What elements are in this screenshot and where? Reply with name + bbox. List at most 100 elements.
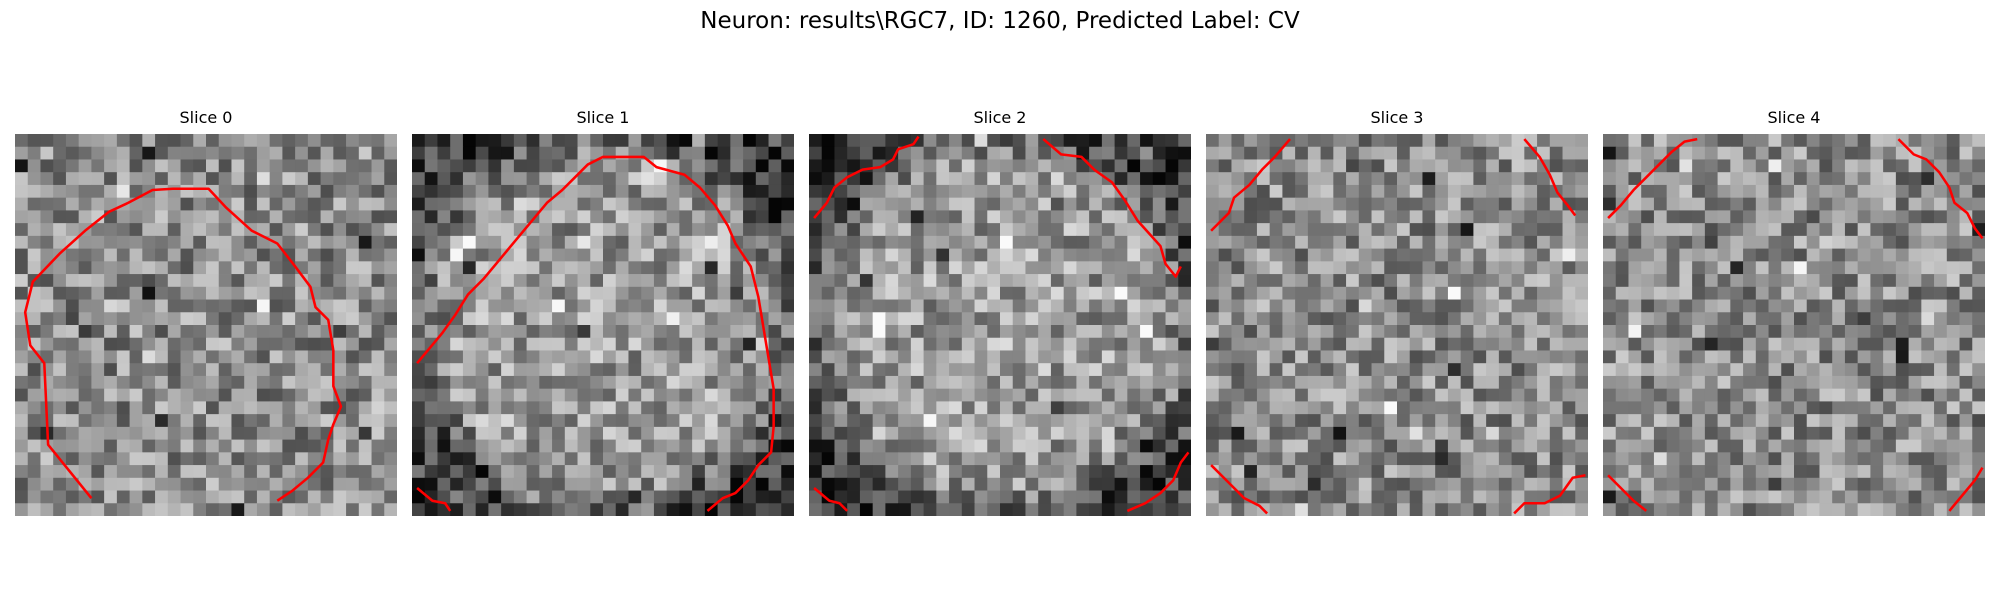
pixel	[1320, 503, 1334, 516]
pixel	[1934, 337, 1948, 351]
pixel	[577, 312, 591, 326]
pixel	[872, 261, 886, 275]
pixel	[412, 388, 426, 402]
pixel	[1256, 274, 1271, 288]
pixel	[809, 426, 823, 440]
pixel	[1895, 223, 1909, 237]
pixel	[167, 503, 181, 516]
pixel	[206, 223, 220, 237]
pixel	[437, 337, 451, 351]
pixel	[1844, 503, 1859, 516]
pixel	[974, 172, 988, 186]
pixel	[1244, 401, 1258, 415]
pixel	[910, 401, 924, 415]
contour-line	[416, 487, 452, 512]
pixel	[1165, 439, 1179, 453]
pixel	[1000, 452, 1014, 466]
pixel	[987, 465, 1001, 479]
pixel	[1178, 159, 1191, 173]
pixel	[1435, 159, 1449, 173]
pixel	[1038, 325, 1052, 339]
pixel	[1717, 299, 1731, 313]
pixel	[1486, 325, 1500, 339]
pixel	[847, 159, 861, 173]
pixel	[910, 465, 924, 479]
pixel	[142, 350, 156, 364]
pixel	[1641, 503, 1655, 516]
pixel	[641, 210, 655, 224]
pixel	[78, 337, 92, 351]
pixel	[129, 363, 143, 377]
pixel	[1256, 210, 1271, 224]
pixel	[1934, 134, 1948, 148]
pixel	[1844, 286, 1859, 300]
pixel	[1358, 286, 1372, 300]
pixel	[1409, 465, 1423, 479]
pixel	[1473, 299, 1487, 313]
pixel	[679, 490, 693, 504]
pixel	[1844, 261, 1859, 275]
pixel	[1946, 312, 1960, 326]
pixel	[1743, 465, 1757, 479]
pixel	[1781, 210, 1795, 224]
pixel	[1819, 184, 1833, 199]
pixel	[743, 325, 757, 339]
pixel	[1883, 286, 1897, 300]
pixel	[1895, 439, 1909, 453]
pixel	[1460, 274, 1474, 288]
pixel	[1358, 223, 1372, 237]
pixel	[577, 210, 591, 224]
pixel	[91, 210, 105, 224]
pixel	[949, 325, 963, 339]
pixel	[923, 439, 937, 453]
pixel	[1819, 375, 1833, 390]
pixel	[1524, 452, 1538, 466]
pixel	[821, 261, 835, 275]
pixel	[615, 184, 629, 199]
pixel	[1165, 210, 1179, 224]
pixel	[847, 465, 861, 479]
contour-line	[1607, 137, 1698, 219]
pixel	[1679, 465, 1693, 479]
pixel	[1012, 299, 1026, 313]
pixel	[1358, 439, 1372, 453]
pixel	[488, 477, 502, 491]
pixel	[231, 325, 245, 339]
pixel	[104, 159, 118, 173]
pixel	[730, 401, 744, 415]
pixel	[692, 312, 706, 326]
pixel	[15, 274, 29, 288]
pixel	[1089, 197, 1103, 211]
pixel	[743, 337, 757, 351]
pixel	[320, 172, 334, 186]
pixel	[1320, 248, 1334, 262]
pixel	[450, 337, 464, 351]
pixel	[641, 452, 655, 466]
pixel	[1218, 426, 1232, 440]
pixel	[1537, 337, 1551, 351]
pixel	[1409, 325, 1423, 339]
pixel	[1755, 477, 1769, 491]
pixel	[1333, 223, 1347, 237]
pixel	[462, 439, 477, 453]
pixel	[603, 325, 617, 339]
pixel	[910, 452, 924, 466]
pixel	[320, 350, 334, 364]
pixel	[231, 248, 245, 262]
pixel	[898, 172, 912, 186]
pixel	[653, 210, 668, 224]
pixel	[1384, 490, 1398, 504]
pixel	[1140, 299, 1154, 313]
pixel	[1549, 146, 1563, 160]
pixel	[717, 477, 731, 491]
pixel	[475, 299, 489, 313]
pixel	[898, 490, 912, 504]
pixel	[1269, 375, 1283, 390]
pixel	[1231, 274, 1245, 288]
pixel	[1244, 299, 1258, 313]
pixel	[218, 134, 232, 148]
pixel	[1946, 235, 1960, 249]
pixel	[1295, 465, 1309, 479]
pixel	[1870, 439, 1884, 453]
pixel	[424, 426, 438, 440]
